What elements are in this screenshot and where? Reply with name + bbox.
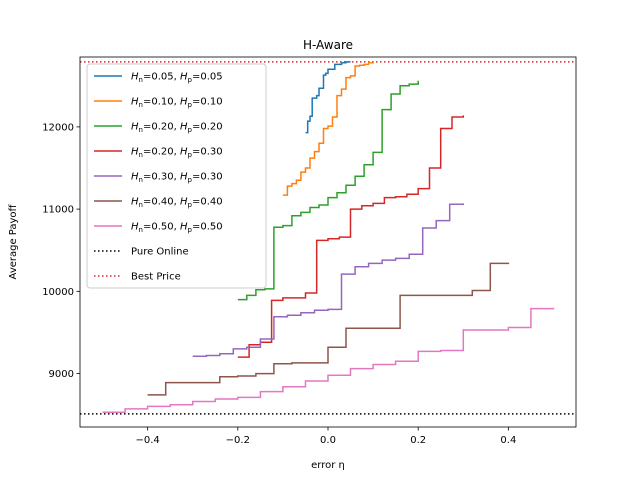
legend: Hn=0.05, Hp=0.05 Hn=0.10, Hp=0.10 Hn=0.20,… <box>86 63 267 289</box>
series-line <box>102 307 555 413</box>
x-axis-label: error η <box>311 460 345 471</box>
legend-label: Hn=0.20, Hp=0.20 <box>131 122 223 135</box>
legend-box <box>86 63 267 289</box>
x-tick-label: 0.4 <box>500 435 516 446</box>
series-line <box>282 61 374 196</box>
axis-ticks: −0.4 −0.2 0.0 0.2 0.4 9000 10000 11000 12000 <box>42 122 516 446</box>
legend-label: Hn=0.10, Hp=0.10 <box>131 97 223 110</box>
legend-label: Pure Online <box>131 247 189 258</box>
y-tick-label: 11000 <box>42 205 74 216</box>
x-tick-label: −0.2 <box>226 435 250 446</box>
x-tick-label: 0.0 <box>320 435 336 446</box>
series-line <box>192 203 465 358</box>
legend-label: Hn=0.50, Hp=0.50 <box>131 222 223 235</box>
series-lines <box>80 61 576 415</box>
y-tick-label: 9000 <box>49 369 74 380</box>
legend-label: Hn=0.30, Hp=0.30 <box>131 172 223 185</box>
x-tick-label: 0.2 <box>410 435 426 446</box>
y-axis-label: Average Payoff <box>8 203 19 279</box>
y-tick-label: 12000 <box>42 122 74 133</box>
y-tick-label: 10000 <box>42 287 74 298</box>
chart-title: H-Aware <box>303 38 353 52</box>
series-line <box>147 262 510 396</box>
legend-label: Hn=0.20, Hp=0.30 <box>131 147 223 160</box>
plot-frame <box>79 56 577 428</box>
series-line <box>305 61 351 134</box>
series-line <box>237 80 419 301</box>
series-line <box>237 115 465 358</box>
legend-label: Best Price <box>131 272 181 283</box>
x-tick-label: −0.4 <box>135 435 159 446</box>
legend-label: Hn=0.05, Hp=0.05 <box>131 72 223 85</box>
legend-label: Hn=0.40, Hp=0.40 <box>131 197 223 210</box>
